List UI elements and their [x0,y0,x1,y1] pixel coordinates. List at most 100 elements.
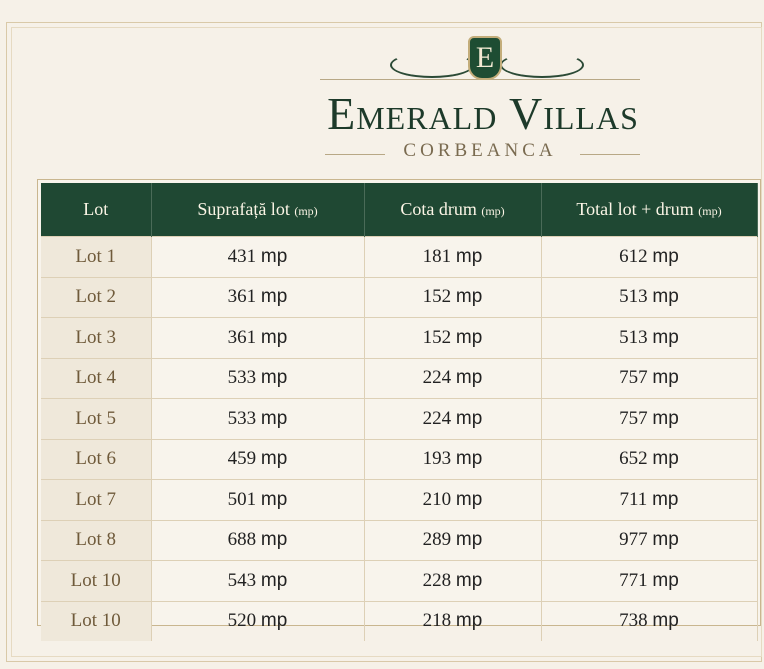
header-label: Suprafață lot [197,199,290,219]
header-suprafata: Suprafață lot (mp) [151,183,365,237]
unit: mp [260,529,288,551]
cota-drum-cell: 193 mp [364,438,542,480]
value: 224 [422,407,452,429]
table-row: Lot 2 361 mp 152 mp 513 mp [41,276,758,318]
table-row: Lot 6 459 mp 193 mp 652 mp [41,438,758,480]
cota-drum-cell: 152 mp [364,317,542,358]
value: 152 [422,326,452,348]
lot-name: Lot 5 [41,398,152,439]
lot-name: Lot 3 [41,317,152,358]
total-cell: 757 mp [541,398,758,439]
unit: mp [455,407,483,429]
suprafata-cell: 533 mp [151,357,365,399]
lot-name: Lot 10 [41,560,152,601]
value: 361 [227,286,257,308]
header-unit: (mp) [294,204,318,218]
unit: mp [260,448,288,470]
table-row: Lot 4 533 mp 224 mp 757 mp [41,357,758,399]
value: 181 [422,245,452,267]
value: 612 [619,245,648,267]
unit: mp [652,529,679,551]
total-cell: 771 mp [541,560,758,601]
total-cell: 738 mp [541,600,758,641]
unit: mp [260,407,288,429]
unit: mp [652,367,679,389]
unit: mp [260,245,288,267]
value: 289 [422,529,452,551]
suprafata-cell: 431 mp [151,236,365,277]
unit: mp [652,488,679,510]
unit: mp [455,529,483,551]
lot-name: Lot 6 [41,438,152,480]
unit: mp [455,326,483,348]
value: 711 [619,488,648,510]
unit: mp [455,488,483,510]
value: 513 [619,286,648,308]
unit: mp [455,448,483,470]
header-label: Cota drum [400,199,477,219]
unit: mp [652,326,679,348]
value: 771 [619,569,648,591]
unit: mp [652,407,679,429]
total-cell: 513 mp [541,317,758,358]
total-cell: 513 mp [541,276,758,318]
cota-drum-cell: 224 mp [364,398,542,439]
unit: mp [652,610,679,632]
value: 431 [227,245,257,267]
table-row: Lot 5 533 mp 224 mp 757 mp [41,398,758,439]
header-unit: (mp) [481,204,505,218]
unit: mp [652,448,679,470]
table-row: Lot 7 501 mp 210 mp 711 mp [41,479,758,520]
brand-title: Emerald Villas [327,88,639,139]
lots-table-container: Lot Suprafață lot (mp) Cota drum (mp) To… [37,179,761,641]
brand-subtitle: CORBEANCA [403,140,557,161]
unit: mp [455,286,483,308]
suprafata-cell: 501 mp [151,479,365,520]
value: 210 [422,488,452,510]
unit: mp [652,286,679,308]
value: 688 [227,529,257,551]
table-row: Lot 10 520 mp 218 mp 738 mp [41,600,758,641]
divider [325,154,385,155]
unit: mp [455,569,483,591]
value: 224 [422,367,452,389]
cota-drum-cell: 224 mp [364,357,542,399]
table-row: Lot 1 431 mp 181 mp 612 mp [41,236,758,277]
lots-table: Lot Suprafață lot (mp) Cota drum (mp) To… [41,183,758,641]
unit: mp [652,569,679,591]
table-row: Lot 8 688 mp 289 mp 977 mp [41,519,758,561]
unit: mp [260,569,288,591]
ornament-right-icon [500,52,584,78]
suprafata-cell: 543 mp [151,560,365,601]
total-cell: 711 mp [541,479,758,520]
value: 543 [227,569,257,591]
value: 218 [422,610,452,632]
header-unit: (mp) [698,204,722,218]
header-total: Total lot + drum (mp) [541,183,758,237]
emblem-icon: E [468,36,502,80]
cota-drum-cell: 228 mp [364,560,542,601]
value: 152 [422,286,452,308]
value: 652 [619,448,648,470]
suprafata-cell: 361 mp [151,317,365,358]
suprafata-cell: 361 mp [151,276,365,318]
logo: E Emerald Villas CORBEANCA [260,34,700,169]
cota-drum-cell: 289 mp [364,519,542,561]
value: 459 [227,448,257,470]
total-cell: 612 mp [541,236,758,277]
value: 193 [422,448,452,470]
unit: mp [260,367,288,389]
total-cell: 977 mp [541,519,758,561]
header-cota-drum: Cota drum (mp) [364,183,542,237]
cota-drum-cell: 152 mp [364,276,542,318]
cota-drum-cell: 210 mp [364,479,542,520]
value: 738 [619,610,648,632]
unit: mp [260,488,288,510]
lot-name: Lot 7 [41,479,152,520]
suprafata-cell: 520 mp [151,600,365,641]
value: 361 [227,326,257,348]
value: 977 [619,529,648,551]
lot-name: Lot 2 [41,276,152,318]
page-border-inner [11,27,762,657]
value: 513 [619,326,648,348]
